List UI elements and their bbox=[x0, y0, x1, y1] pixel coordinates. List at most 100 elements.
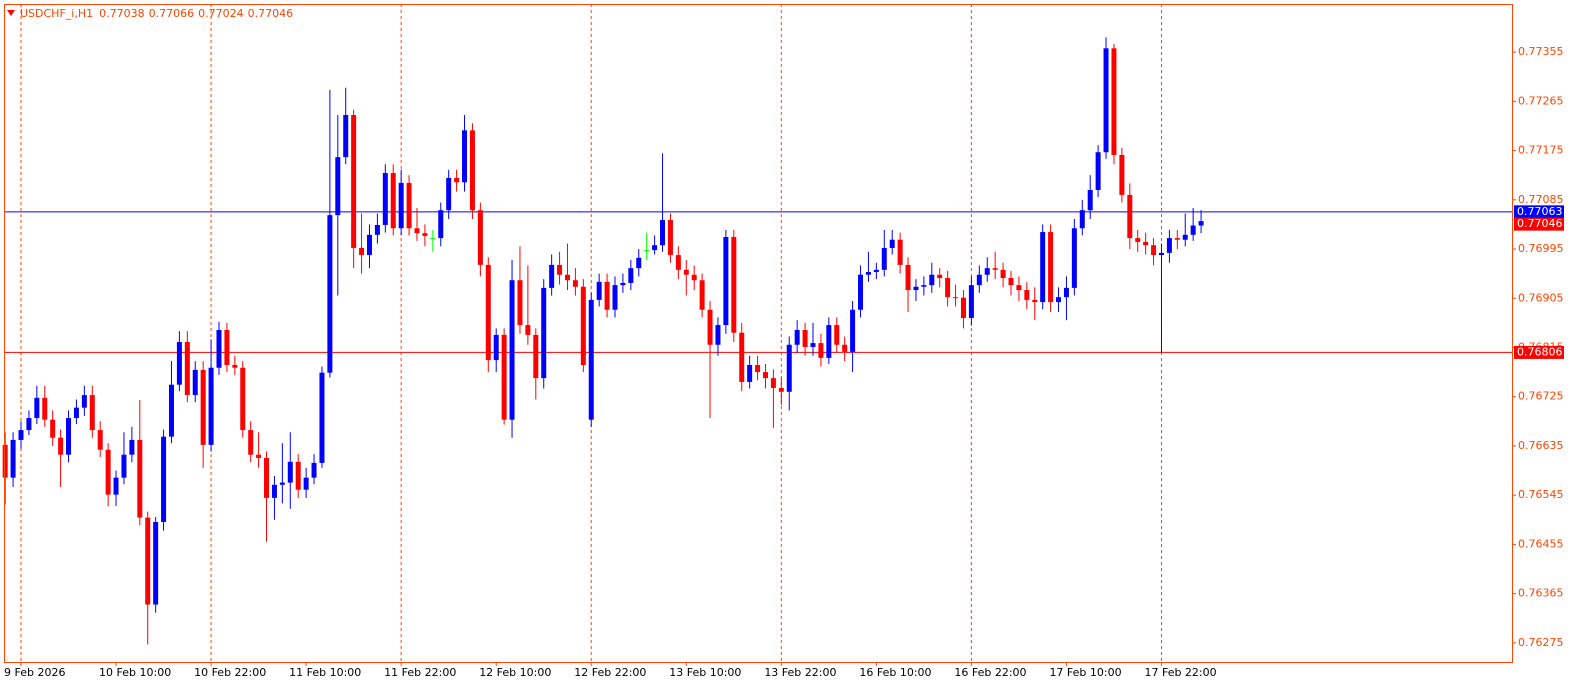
candle-body bbox=[121, 454, 127, 478]
last-low: 0.77024 bbox=[198, 7, 244, 20]
candle-body bbox=[929, 274, 935, 286]
candle-body bbox=[1008, 278, 1014, 286]
candle-body bbox=[1174, 238, 1180, 240]
x-tick-label: 12 Feb 22:00 bbox=[574, 666, 646, 679]
price-label: 0.77046 bbox=[1517, 217, 1563, 230]
y-tick-label: 0.76455 bbox=[1518, 537, 1564, 550]
candle-body bbox=[794, 329, 800, 345]
x-tick-label: 11 Feb 22:00 bbox=[384, 666, 456, 679]
candle-body bbox=[509, 280, 515, 420]
candle-body bbox=[905, 264, 911, 291]
candle-body bbox=[168, 384, 174, 437]
last-high: 0.77066 bbox=[149, 7, 195, 20]
candle-body bbox=[145, 517, 151, 605]
candle-body bbox=[366, 234, 372, 256]
candle-body bbox=[683, 269, 689, 275]
candle-body bbox=[1056, 297, 1062, 303]
candle-body bbox=[1198, 221, 1204, 226]
candle-body bbox=[707, 309, 713, 345]
candle-body bbox=[612, 285, 618, 310]
candle-body bbox=[1032, 299, 1038, 303]
candle-body bbox=[311, 462, 317, 478]
x-tick-label: 13 Feb 22:00 bbox=[764, 666, 836, 679]
candle-body bbox=[604, 281, 610, 310]
candle-body bbox=[786, 344, 792, 392]
x-tick-label: 12 Feb 10:00 bbox=[479, 666, 551, 679]
candle-body bbox=[137, 439, 143, 518]
candle-body bbox=[628, 268, 634, 283]
candle-body bbox=[10, 439, 16, 478]
candle-body bbox=[18, 430, 24, 440]
candle-body bbox=[50, 419, 56, 438]
candle-body bbox=[279, 482, 285, 485]
candle-body bbox=[747, 364, 753, 382]
candle-body bbox=[105, 449, 111, 495]
candle-body bbox=[256, 454, 262, 458]
level-label: 0.76806 bbox=[1517, 345, 1563, 358]
candle-body bbox=[34, 397, 40, 419]
level-label: 0.77063 bbox=[1517, 205, 1563, 218]
candle-body bbox=[1182, 234, 1188, 240]
candle-body bbox=[224, 329, 230, 365]
candle-body bbox=[359, 247, 365, 256]
candle-body bbox=[216, 329, 222, 368]
candle-body bbox=[295, 461, 301, 490]
candle-body bbox=[1190, 225, 1196, 235]
candle-body bbox=[398, 182, 404, 229]
candle-body bbox=[422, 233, 428, 236]
candle-body bbox=[873, 269, 879, 273]
x-tick-label: 11 Feb 10:00 bbox=[289, 666, 361, 679]
candle-body bbox=[382, 173, 388, 225]
y-tick-label: 0.77175 bbox=[1518, 144, 1564, 157]
candle-body bbox=[454, 177, 460, 183]
axes-layer: 0.76275 0.76365 0.76455 0.76545 0.76635 0.767… bbox=[4, 45, 1564, 679]
y-tick-label: 0.76635 bbox=[1518, 439, 1564, 452]
y-tick-label: 0.77355 bbox=[1518, 45, 1564, 58]
candle-body bbox=[446, 177, 452, 211]
last-open: 0.77038 bbox=[99, 7, 145, 20]
candle-body bbox=[960, 297, 966, 318]
grid-layer bbox=[4, 4, 1512, 662]
candle-body bbox=[1111, 48, 1117, 155]
candle-body bbox=[984, 268, 990, 275]
candle-body bbox=[343, 115, 349, 158]
x-tick-label: 10 Feb 10:00 bbox=[99, 666, 171, 679]
candle-body bbox=[66, 418, 72, 455]
candle-body bbox=[652, 245, 658, 251]
y-tick-label: 0.77265 bbox=[1518, 94, 1564, 107]
candle-body bbox=[596, 281, 602, 300]
candle-body bbox=[153, 521, 159, 605]
candle-body bbox=[826, 325, 832, 358]
candle-body bbox=[1016, 285, 1022, 291]
header: USDCHF_i,H1 0.77038 0.77066 0.77024 0.77046 bbox=[20, 7, 293, 20]
x-tick-label: 10 Feb 22:00 bbox=[194, 666, 266, 679]
candle-body bbox=[469, 130, 475, 211]
candle-body bbox=[248, 430, 254, 455]
candle-body bbox=[477, 210, 483, 265]
price-tag bbox=[1514, 217, 1564, 231]
candle-body bbox=[73, 407, 79, 419]
candle-body bbox=[667, 220, 673, 256]
candle-body bbox=[533, 334, 539, 379]
candle-body bbox=[802, 329, 808, 347]
candle-body bbox=[897, 239, 903, 265]
candle-body bbox=[913, 286, 919, 291]
candle-body bbox=[834, 325, 840, 345]
candle-body bbox=[129, 439, 135, 455]
candle-body bbox=[113, 477, 119, 495]
candle-body bbox=[580, 286, 586, 365]
candle-body bbox=[89, 395, 95, 431]
x-tick-label: 16 Feb 22:00 bbox=[954, 666, 1026, 679]
candle-body bbox=[1135, 238, 1141, 242]
candle-body bbox=[42, 397, 48, 420]
candle-body bbox=[1048, 232, 1054, 303]
candle-body bbox=[287, 461, 293, 483]
candle-body bbox=[1063, 287, 1069, 298]
candle-body bbox=[588, 299, 594, 420]
candle-body bbox=[1087, 189, 1093, 211]
candle-body bbox=[778, 387, 784, 392]
candle-body bbox=[636, 257, 642, 269]
x-tick-label: 9 Feb 2026 bbox=[4, 666, 65, 679]
